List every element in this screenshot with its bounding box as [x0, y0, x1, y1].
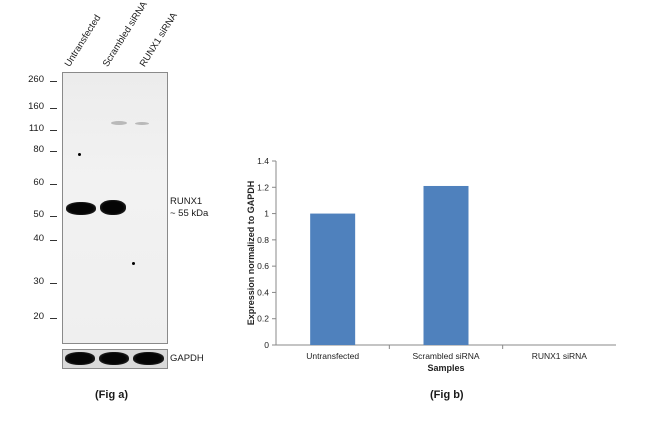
gapdh-strip — [62, 349, 168, 369]
mw-marker-160: 160 — [28, 101, 44, 112]
y-tick-label: 1 — [264, 209, 269, 219]
mw-tick — [50, 318, 57, 319]
y-tick-label: 0.8 — [257, 235, 269, 245]
mw-tick — [50, 81, 57, 82]
mw-marker-50: 50 — [33, 209, 44, 220]
fig-b-caption: (Fig b) — [430, 389, 464, 401]
mw-tick — [50, 240, 57, 241]
speck — [78, 153, 81, 156]
x-tick-label: Untransfected — [306, 351, 359, 361]
y-tick-label: 1.4 — [257, 156, 269, 166]
y-tick-label: 0.6 — [257, 261, 269, 271]
y-tick-label: 0.4 — [257, 287, 269, 297]
gapdh-band — [65, 352, 95, 365]
mw-tick — [50, 184, 57, 185]
mw-marker-30: 30 — [33, 276, 44, 287]
mw-tick — [50, 151, 57, 152]
y-tick-label: 1.2 — [257, 182, 269, 192]
band-label-size: ~ 55 kDa — [170, 208, 209, 219]
x-tick-label: Scrambled siRNA — [412, 351, 479, 361]
band-untransfected — [66, 202, 96, 215]
speck — [132, 262, 135, 265]
mw-tick — [50, 216, 57, 217]
mw-marker-20: 20 — [33, 311, 44, 322]
fig-a-caption: (Fig a) — [95, 389, 128, 401]
mw-tick — [50, 130, 57, 131]
bar-untransfected — [310, 213, 356, 345]
mw-marker-80: 80 — [33, 144, 44, 155]
runx1-band-label: RUNX1 ~ 55 kDa — [170, 196, 208, 220]
faint-band — [111, 121, 127, 125]
gapdh-band — [133, 352, 164, 365]
gapdh-label: GAPDH — [170, 353, 204, 364]
y-tick-label: 0 — [264, 340, 269, 350]
mw-marker-260: 260 — [28, 74, 44, 85]
y-axis-title: Expression normalized to GAPDH — [246, 181, 256, 326]
bar-scrambled-sirna — [423, 185, 469, 345]
x-axis-title: Samples — [427, 363, 464, 373]
mw-marker-40: 40 — [33, 233, 44, 244]
mw-marker-110: 110 — [28, 123, 44, 134]
gapdh-band — [99, 352, 129, 365]
band-scrambled — [100, 200, 126, 215]
band-label-name: RUNX1 — [170, 196, 203, 207]
mw-marker-60: 60 — [33, 177, 44, 188]
x-tick-label: RUNX1 siRNA — [532, 351, 588, 361]
y-tick-label: 0.2 — [257, 314, 269, 324]
mw-tick — [50, 108, 57, 109]
mw-tick — [50, 283, 57, 284]
faint-band — [135, 122, 149, 125]
blot-membrane — [62, 72, 168, 344]
